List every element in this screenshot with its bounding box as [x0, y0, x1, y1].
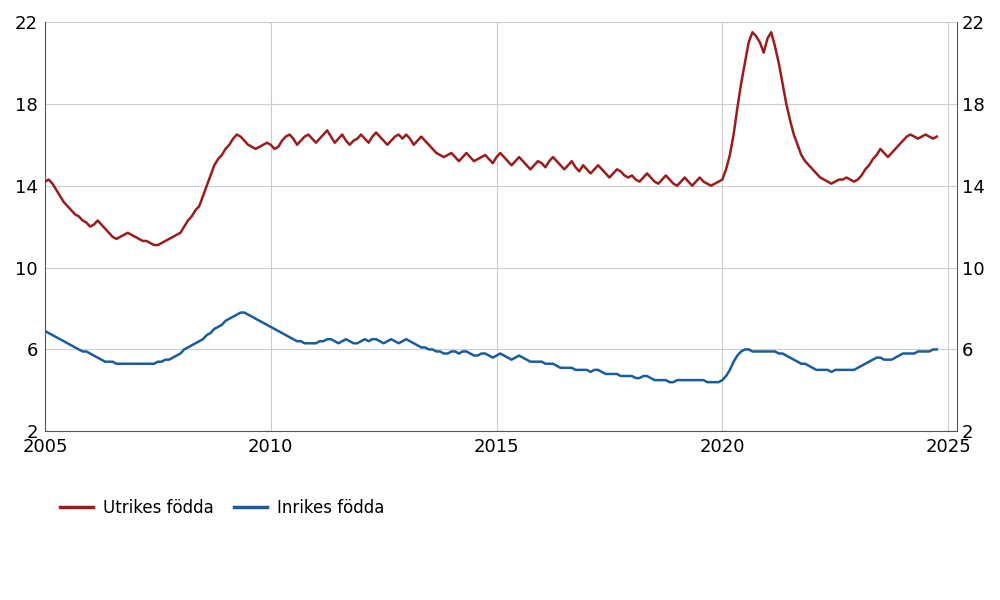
- Inrikes födda: [39, 328, 51, 335]
- Utrikes födda: [404, 135, 416, 142]
- Inrikes födda: [464, 350, 476, 357]
- Inrikes födda: [931, 346, 943, 353]
- Inrikes födda: [664, 379, 676, 386]
- Line: Utrikes födda: Utrikes födda: [45, 32, 937, 245]
- Inrikes födda: [404, 338, 416, 345]
- Utrikes födda: [660, 172, 672, 179]
- Inrikes födda: [660, 377, 672, 384]
- Utrikes födda: [931, 133, 943, 140]
- Inrikes födda: [129, 360, 141, 367]
- Utrikes födda: [464, 154, 476, 161]
- Inrikes födda: [814, 366, 826, 373]
- Inrikes födda: [235, 309, 247, 316]
- Utrikes födda: [129, 233, 141, 241]
- Utrikes födda: [148, 241, 160, 248]
- Legend: Utrikes födda, Inrikes födda: Utrikes födda, Inrikes födda: [53, 493, 391, 524]
- Utrikes födda: [814, 174, 826, 181]
- Utrikes födda: [746, 29, 758, 36]
- Utrikes födda: [739, 59, 751, 67]
- Line: Inrikes födda: Inrikes födda: [45, 313, 937, 382]
- Inrikes födda: [743, 346, 755, 353]
- Utrikes födda: [39, 178, 51, 185]
